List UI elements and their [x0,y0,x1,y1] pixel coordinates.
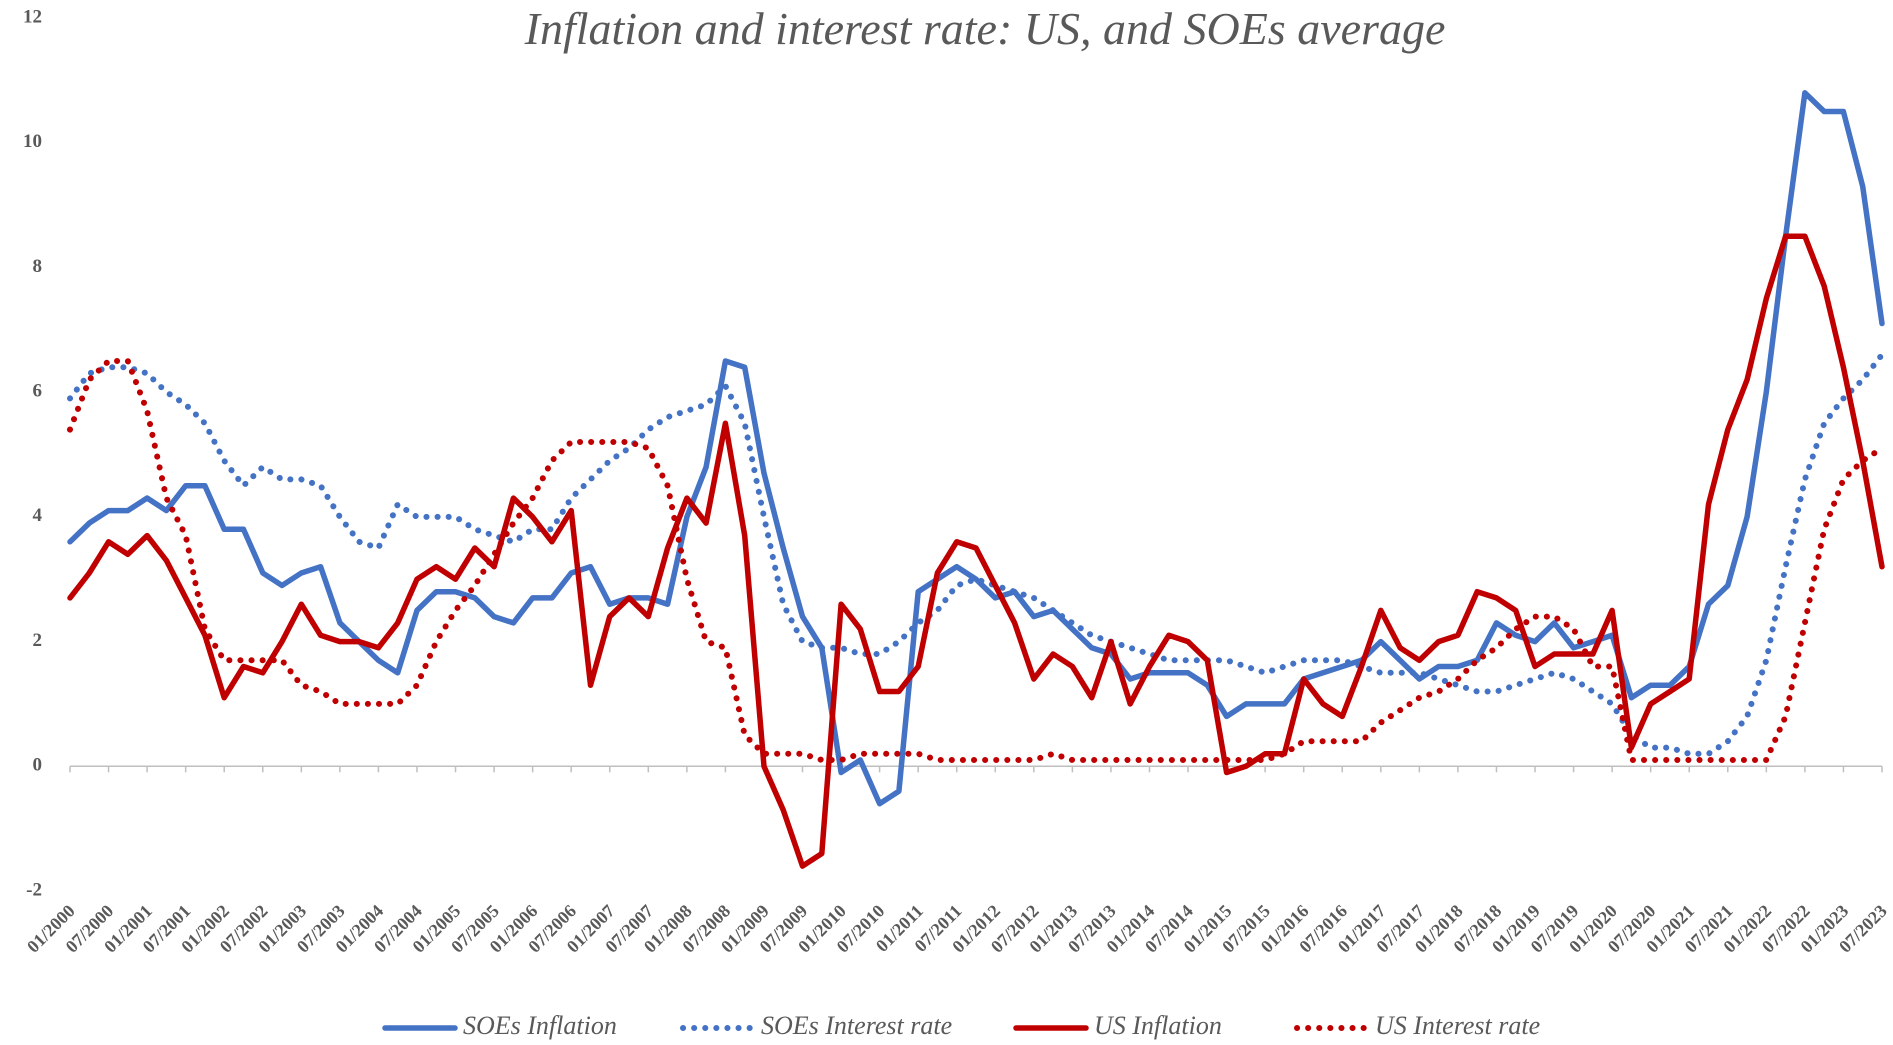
series-line [67,358,1885,763]
legend-label: US Interest rate [1375,1011,1540,1040]
series-line [67,233,1885,869]
y-tick-label: 10 [23,131,42,152]
chart-title: Inflation and interest rate: US, and SOE… [524,3,1446,54]
y-tick-label: -2 [26,879,42,900]
y-tick-label: 0 [33,755,43,776]
legend-label: SOEs Inflation [463,1011,617,1040]
y-tick-label: 4 [33,505,43,526]
y-tick-label: 12 [23,6,42,27]
legend-label: SOEs Interest rate [761,1011,952,1040]
y-tick-label: 2 [33,630,43,651]
series-line [67,351,1885,757]
legend-label: US Inflation [1094,1011,1222,1040]
y-tick-label: 6 [33,381,43,402]
y-tick-label: 8 [33,256,43,277]
series-line [67,90,1885,807]
